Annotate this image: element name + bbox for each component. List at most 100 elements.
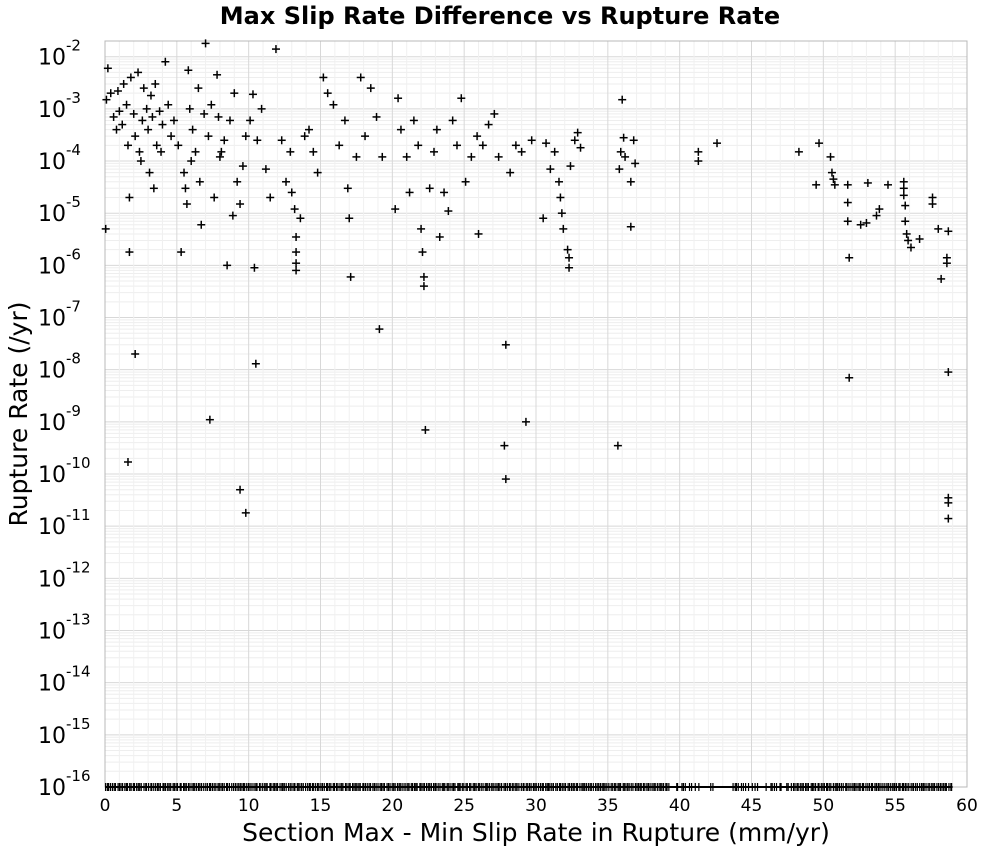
data-point — [161, 57, 170, 66]
data-point — [440, 188, 449, 197]
svg-text:-14: -14 — [66, 663, 91, 681]
data-point — [906, 243, 915, 252]
data-point — [421, 425, 430, 434]
data-point — [271, 45, 280, 54]
data-point — [217, 147, 226, 156]
data-point — [417, 224, 426, 233]
data-point — [287, 188, 296, 197]
y-tick-label: 10 -5 — [38, 193, 81, 227]
svg-text:10: 10 — [38, 724, 66, 749]
data-point — [901, 201, 910, 210]
data-point — [184, 66, 193, 75]
data-point — [125, 248, 134, 257]
data-point — [396, 125, 405, 134]
data-point — [570, 136, 579, 145]
data-point — [944, 498, 953, 507]
data-point — [944, 368, 953, 377]
data-point — [899, 191, 908, 200]
data-points — [101, 39, 953, 791]
x-tick-label: 25 — [453, 796, 475, 816]
svg-text:-9: -9 — [66, 402, 81, 420]
data-point — [134, 68, 143, 77]
data-point — [335, 141, 344, 150]
data-point — [296, 214, 305, 223]
data-point — [546, 165, 555, 174]
data-point — [899, 184, 908, 193]
data-point — [478, 141, 487, 150]
data-point — [629, 136, 638, 145]
svg-text:10: 10 — [38, 672, 66, 697]
y-tick-label: 10 -4 — [38, 141, 81, 175]
data-point — [829, 175, 838, 184]
svg-text:-2: -2 — [66, 37, 81, 55]
x-tick-label: 55 — [884, 796, 906, 816]
data-point — [394, 94, 403, 103]
data-point — [197, 220, 206, 229]
x-tick-label: 35 — [597, 796, 619, 816]
data-point — [292, 232, 301, 241]
data-point — [391, 205, 400, 214]
data-point — [292, 259, 301, 268]
y-tick-label: 10 -13 — [38, 611, 91, 645]
data-point — [300, 132, 309, 141]
data-point — [123, 141, 132, 150]
data-point — [565, 263, 574, 272]
y-axis-ticks: 10-210-310-410-510-610-710-810-910 -1010-… — [38, 37, 91, 801]
data-point — [863, 178, 872, 187]
y-tick-label: 10 -8 — [38, 350, 81, 384]
data-point — [346, 272, 355, 281]
data-point — [843, 217, 852, 226]
data-point — [106, 89, 115, 98]
data-point — [827, 168, 836, 177]
data-point — [494, 152, 503, 161]
data-point — [194, 84, 203, 93]
data-point — [542, 139, 551, 148]
data-point — [626, 177, 635, 186]
data-point — [210, 193, 219, 202]
data-point — [329, 100, 338, 109]
x-tick-label: 5 — [171, 796, 182, 816]
data-point — [131, 349, 140, 358]
data-point — [129, 109, 138, 118]
data-point — [233, 177, 242, 186]
data-point — [246, 116, 255, 125]
data-point — [872, 211, 881, 220]
data-point — [319, 73, 328, 82]
data-point — [119, 79, 128, 88]
svg-text:-16: -16 — [66, 767, 91, 785]
data-point — [484, 120, 493, 129]
data-point — [282, 177, 291, 186]
data-point — [118, 120, 127, 129]
svg-text:-15: -15 — [66, 715, 91, 733]
data-point — [292, 248, 301, 257]
data-point — [123, 457, 132, 466]
data-point — [323, 89, 332, 98]
svg-text:-7: -7 — [66, 298, 81, 316]
data-point — [506, 168, 515, 177]
data-point — [131, 132, 140, 141]
data-point — [180, 168, 189, 177]
svg-text:10: 10 — [38, 515, 66, 540]
data-point — [187, 157, 196, 166]
svg-text:-3: -3 — [66, 89, 81, 107]
data-point — [452, 141, 461, 150]
data-point — [136, 157, 145, 166]
grid — [104, 40, 968, 788]
data-point — [405, 188, 414, 197]
data-point — [576, 143, 585, 152]
data-point — [500, 441, 509, 450]
data-point — [201, 39, 210, 48]
data-point — [843, 198, 852, 207]
data-point — [501, 475, 510, 484]
data-point — [875, 205, 884, 214]
data-point — [915, 235, 924, 244]
data-point — [241, 508, 250, 517]
data-point — [378, 152, 387, 161]
data-point — [343, 184, 352, 193]
data-point — [135, 147, 144, 156]
x-tick-label: 0 — [100, 796, 111, 816]
data-point — [904, 236, 913, 245]
data-point — [862, 218, 871, 227]
data-point — [429, 147, 438, 156]
